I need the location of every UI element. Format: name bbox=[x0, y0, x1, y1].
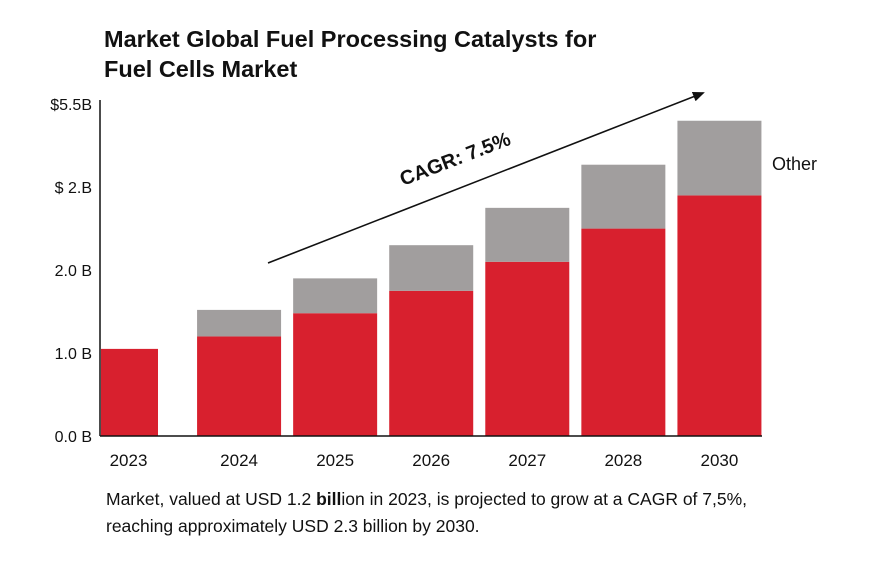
cagr-annotation: CAGR: 7.5% bbox=[397, 128, 514, 190]
caption-text-bold: bill bbox=[316, 489, 342, 509]
x-tick-label-2027: 2027 bbox=[508, 451, 546, 470]
x-tick-label-2028: 2028 bbox=[604, 451, 642, 470]
bar-market-2030 bbox=[677, 195, 762, 436]
bar-other-2025 bbox=[293, 278, 378, 314]
chart-title-line-1: Market Global Fuel Processing Catalysts … bbox=[104, 26, 597, 52]
bar-market-2028 bbox=[581, 228, 666, 436]
y-tick-label-2: 2.0 B bbox=[55, 263, 92, 280]
chart-title: Market Global Fuel Processing Catalysts … bbox=[104, 24, 744, 84]
x-tick-label-2024: 2024 bbox=[220, 451, 258, 470]
bar-market-2026 bbox=[389, 290, 474, 436]
x-tick-label-2023: 2023 bbox=[110, 451, 148, 470]
caption-text-end: ion in 2023, is projected to grow at a C… bbox=[106, 489, 748, 536]
chart-caption: Market, valued at USD 1.2 billion in 202… bbox=[106, 486, 806, 540]
bar-market-2027 bbox=[485, 261, 570, 436]
bar-market-2024 bbox=[197, 336, 282, 436]
x-tick-label-2030: 2030 bbox=[701, 451, 739, 470]
y-tick-label-3: $ 2.B bbox=[55, 180, 92, 197]
bar-market-2023 bbox=[101, 348, 158, 436]
bar-market-2025 bbox=[293, 313, 378, 436]
y-tick-label-1: 1.0 B bbox=[55, 346, 92, 363]
bar-other-2024 bbox=[197, 309, 282, 337]
caption-text-start: Market, valued at USD 1.2 bbox=[106, 489, 317, 509]
legend-other-label: Other bbox=[772, 154, 817, 174]
x-tick-label-2025: 2025 bbox=[316, 451, 354, 470]
bar-other-2028 bbox=[581, 164, 666, 229]
cagr-trend-arrow bbox=[267, 91, 705, 264]
y-tick-label-0: 0.0 B bbox=[55, 429, 92, 446]
bar-other-2027 bbox=[485, 207, 570, 262]
bar-other-2026 bbox=[389, 245, 474, 291]
chart-title-line-2: Fuel Cells Market bbox=[104, 56, 298, 82]
bar-other-2030 bbox=[677, 120, 762, 196]
y-tick-label-4: $5.5B bbox=[50, 97, 92, 114]
x-tick-label-2026: 2026 bbox=[412, 451, 450, 470]
